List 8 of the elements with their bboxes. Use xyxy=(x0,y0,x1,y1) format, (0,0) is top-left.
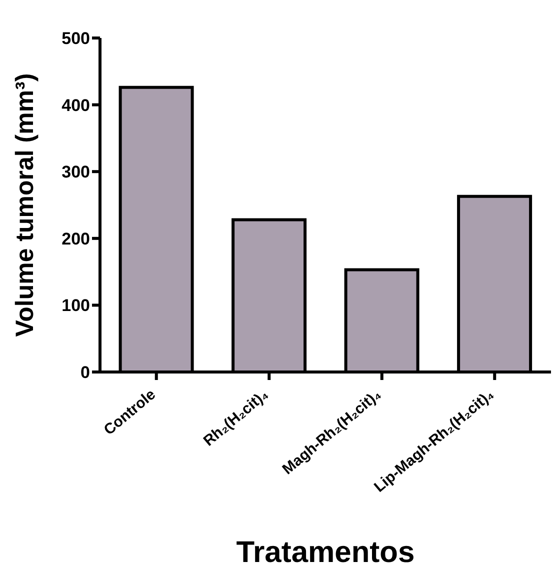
y-tick-label: 200 xyxy=(62,229,90,248)
y-tick-label: 500 xyxy=(62,29,90,48)
y-tick-label: 100 xyxy=(62,296,90,316)
y-tick-label: 0 xyxy=(80,363,90,382)
y-tick-label: 400 xyxy=(62,96,90,115)
y-axis-title: Volume tumoral (mm³) xyxy=(10,73,39,337)
x-axis-title: Tratamentos xyxy=(236,536,415,569)
y-tick-label: 300 xyxy=(62,162,90,182)
